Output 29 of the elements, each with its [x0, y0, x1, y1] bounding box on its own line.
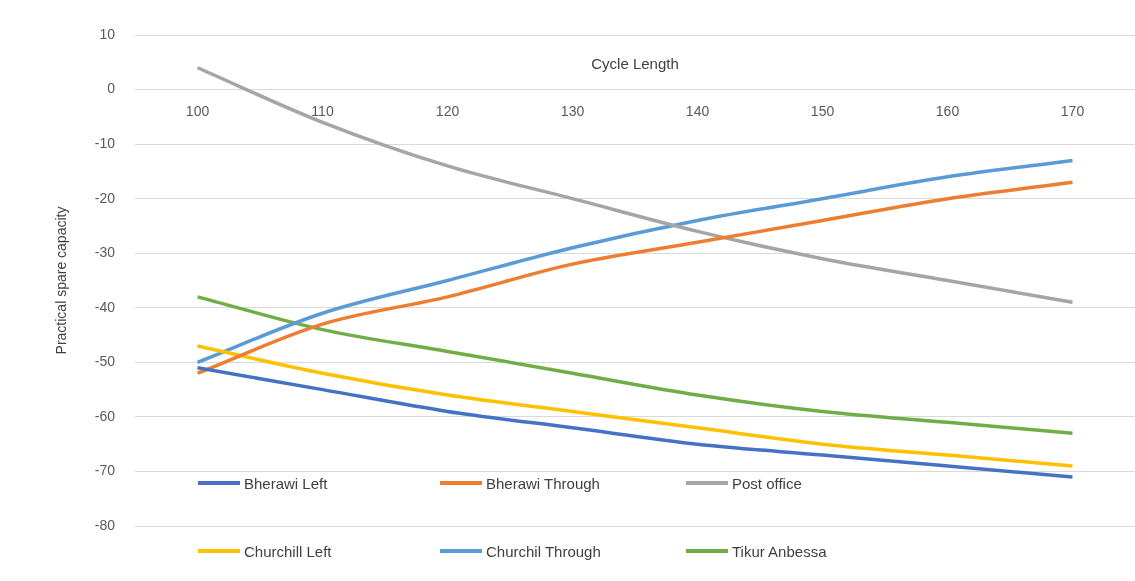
x-tick-label: 120	[435, 102, 460, 119]
x-tick-label: 140	[685, 102, 710, 119]
line-series	[195, 366, 1075, 479]
x-axis-title: Cycle Length	[591, 55, 679, 73]
line-series	[195, 295, 1075, 436]
x-tick-label: 100	[185, 102, 210, 119]
y-tick-label: -60	[94, 407, 116, 424]
y-tick-label: -70	[94, 462, 116, 479]
y-tick-label: -80	[94, 516, 116, 533]
x-tick-label: 170	[1060, 102, 1085, 119]
y-tick-label: -40	[94, 298, 116, 315]
x-tick-label: 110	[311, 102, 334, 119]
x-tick-label: 130	[560, 102, 585, 119]
legend-label: Churchill Left	[244, 542, 332, 560]
legend-label: Churchil Through	[486, 542, 601, 560]
y-tick-label: -50	[94, 353, 116, 370]
y-tick-label: -20	[94, 189, 116, 206]
x-tick-label: 160	[935, 102, 960, 119]
y-tick-label: 0	[107, 80, 116, 97]
legend-label: Post office	[732, 474, 802, 492]
legend-label: Bherawi Through	[486, 474, 600, 492]
line-series	[195, 344, 1075, 468]
y-tick-label: 10	[99, 25, 116, 42]
y-tick-label: -10	[94, 134, 116, 151]
y-tick-label: -30	[94, 244, 116, 261]
y-axis-title: Practical spare capacity	[53, 206, 70, 355]
x-tick-label: 150	[810, 102, 835, 119]
legend-label: Tikur Anbessa	[732, 542, 827, 560]
legend-label: Bherawi Left	[244, 474, 328, 492]
